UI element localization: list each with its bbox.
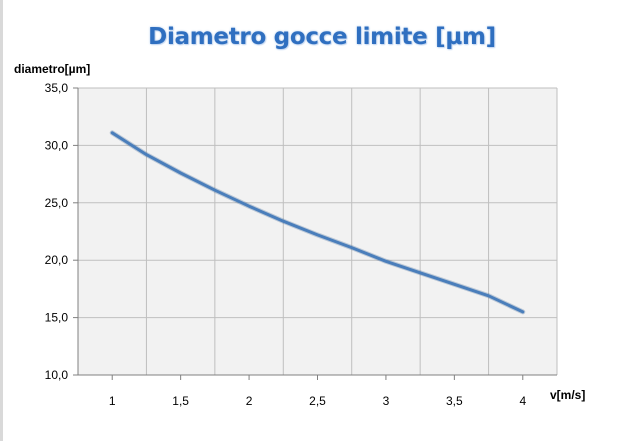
y-tick-label: 35,0 [45, 81, 69, 95]
chart-title: Diametro gocce limite [µm] [148, 24, 496, 50]
x-tick-label: 2 [246, 394, 253, 408]
y-tick-label: 20,0 [45, 253, 69, 267]
y-tick-label: 15,0 [45, 311, 69, 325]
x-axis-label: v[m/s] [550, 388, 586, 402]
y-tick-label: 25,0 [45, 196, 69, 210]
x-tick-label: 3,5 [446, 394, 463, 408]
y-tick-label: 10,0 [45, 368, 69, 382]
x-tick-label: 3 [383, 394, 390, 408]
x-tick-label: 4 [519, 394, 526, 408]
page-edge [0, 0, 3, 441]
x-tick-label: 1,5 [172, 394, 189, 408]
x-tick-label: 1 [109, 394, 116, 408]
y-axis-label: diametro[µm] [14, 62, 91, 76]
series-line [110, 131, 525, 314]
plot-background [78, 88, 557, 375]
x-tick-label: 2,5 [309, 394, 326, 408]
y-tick-label: 30,0 [45, 138, 69, 152]
